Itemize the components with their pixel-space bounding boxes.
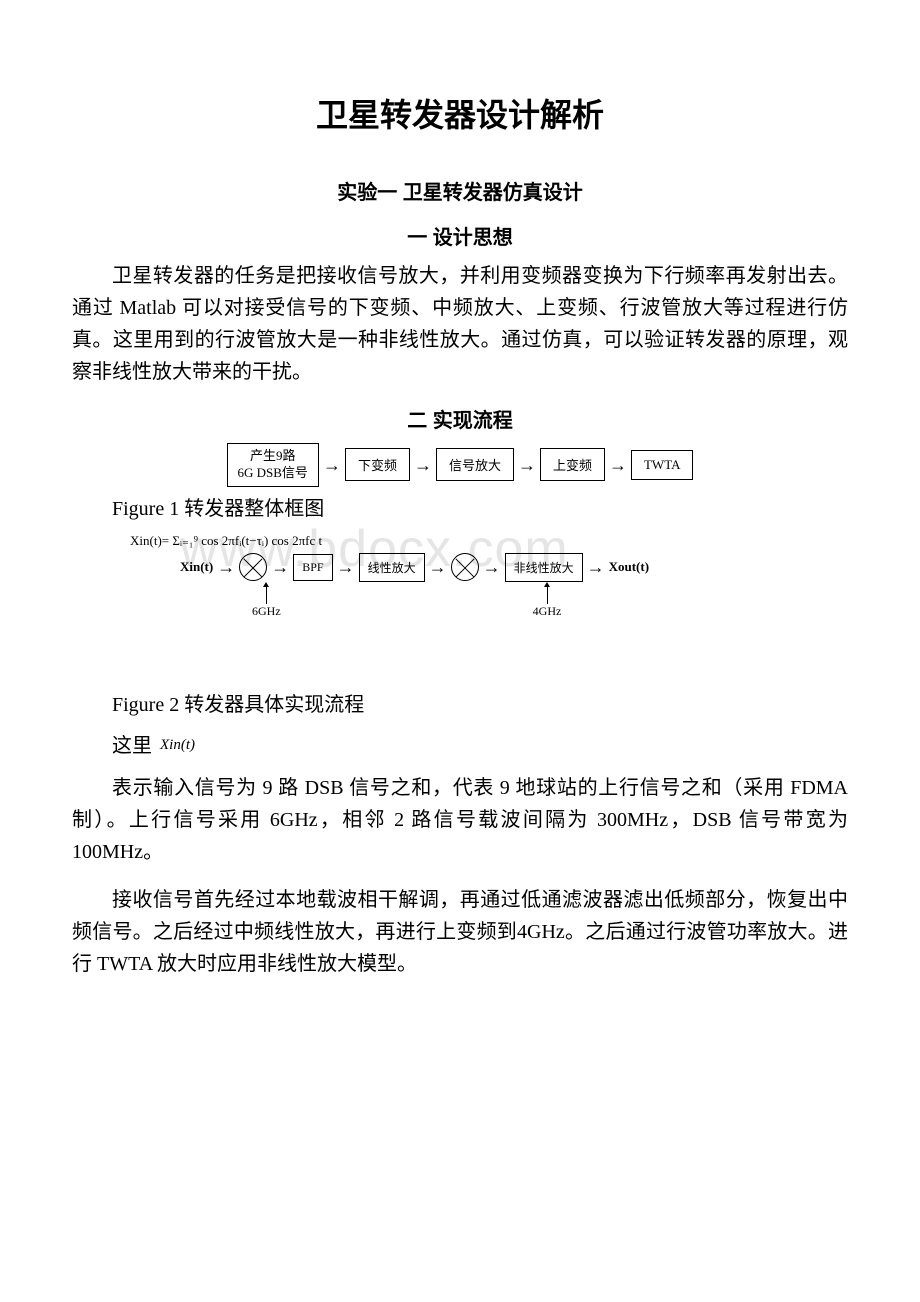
here-line: 这里 Xin(t) (112, 729, 848, 758)
diagram2-signal-chain: Xin(t) → → BPF → 线性放大 → → 非线性放大 → Xout(t… (180, 553, 800, 582)
diagram2-formula: Xin(t)= Σᵢ₌₁⁹ cos 2πfᵢ(t−τᵢ) cos 2πfc t (130, 533, 800, 549)
diagram2-lo-row: 6GHz 4GHz (180, 584, 800, 619)
arrow-icon: → (609, 456, 627, 474)
section-2-heading: 二 实现流程 (72, 404, 848, 433)
here-text: 这里 (112, 735, 152, 757)
arrow-icon: → (483, 558, 501, 576)
section-1-paragraph: 卫星转发器的任务是把接收信号放大，并利用变频器变换为下行频率再发射出去。通过 M… (72, 260, 848, 388)
diagram1-box-downconvert: 下变频 (345, 448, 410, 481)
figure-1-caption: Figure 1 转发器整体框图 (112, 493, 848, 525)
mixer-icon (239, 553, 267, 581)
diagram2-input-label: Xin(t) (180, 559, 213, 575)
up-arrow-icon (547, 586, 548, 604)
diagram1-box-twta: TWTA (631, 450, 694, 480)
arrow-icon: → (518, 456, 536, 474)
up-arrow-icon (266, 586, 267, 604)
diagram1-box-amplify: 信号放大 (436, 448, 514, 481)
mixer-icon (451, 553, 479, 581)
paragraph-3: 表示输入信号为 9 路 DSB 信号之和，代表 9 地球站的上行信号之和（采用 … (72, 772, 848, 868)
arrow-icon: → (337, 558, 355, 576)
paragraph-4: 接收信号首先经过本地载波相干解调，再通过低通滤波器滤出低频部分，恢复出中频信号。… (72, 884, 848, 980)
diagram2-output-label: Xout(t) (609, 559, 649, 575)
diagram2-lo-4ghz: 4GHz (533, 604, 562, 619)
diagram2-box-bpf: BPF (293, 554, 332, 581)
diagram2-box-nonlinear-amp: 非线性放大 (505, 553, 583, 582)
figure-2-caption: Figure 2 转发器具体实现流程 (112, 689, 848, 721)
diagram1-box-upconvert: 上变频 (540, 448, 605, 481)
diagram2-lo-6ghz: 6GHz (252, 604, 281, 619)
diagram-1-flowchart: 产生9路6G DSB信号 → 下变频 → 信号放大 → 上变频 → TWTA (72, 443, 848, 487)
document-title: 卫星转发器设计解析 (72, 90, 848, 136)
experiment-subtitle: 实验一 卫星转发器仿真设计 (72, 176, 848, 205)
arrow-icon: → (323, 456, 341, 474)
section-1-heading: 一 设计思想 (72, 221, 848, 250)
here-formula: Xin(t) (160, 737, 195, 753)
arrow-icon: → (271, 558, 289, 576)
diagram-2-container: www.bdocx.com Xin(t)= Σᵢ₌₁⁹ cos 2πfᵢ(t−τ… (120, 533, 800, 683)
diagram1-box-source: 产生9路6G DSB信号 (227, 443, 319, 487)
diagram2-box-linear-amp: 线性放大 (359, 553, 425, 582)
arrow-icon: → (217, 558, 235, 576)
arrow-icon: → (587, 558, 605, 576)
arrow-icon: → (414, 456, 432, 474)
arrow-icon: → (429, 558, 447, 576)
